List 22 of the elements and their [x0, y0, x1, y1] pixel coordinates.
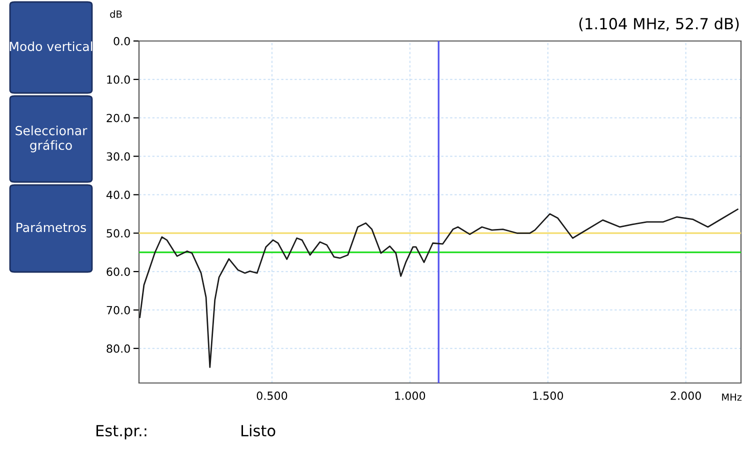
y-tick-label: 20.0: [106, 114, 130, 122]
y-tick-label: 50.0: [106, 229, 130, 238]
y-tick-label: 70.0: [106, 306, 130, 314]
x-axis-title: MHz: [722, 394, 742, 401]
text: Listo: [242, 424, 276, 436]
x-tick-label: 1.500: [533, 392, 564, 400]
text: Modo vertical: [10, 41, 92, 52]
x-tick-label: 2.000: [670, 392, 701, 400]
text: Est.pr.:: [96, 425, 146, 440]
text: Parámetros: [16, 222, 86, 232]
y-tick-label: 40.0: [106, 190, 130, 200]
text: (1.104 MHz, 52.7 dB): [579, 18, 739, 32]
y-tick-label: 60.0: [106, 268, 130, 276]
x-tick-label: 0.500: [256, 392, 288, 400]
text: Seleccionar gráfico: [16, 126, 88, 152]
x-tick-label: 1.000: [395, 392, 426, 400]
y-tick-label: 10.0: [107, 75, 130, 84]
y-tick-label: 0.0: [114, 36, 130, 46]
line-series: [139, 208, 738, 368]
y-tick-label: 30.0: [106, 152, 130, 161]
y-tick-label: 80.0: [106, 344, 130, 353]
y-axis-title: dB: [110, 10, 122, 18]
